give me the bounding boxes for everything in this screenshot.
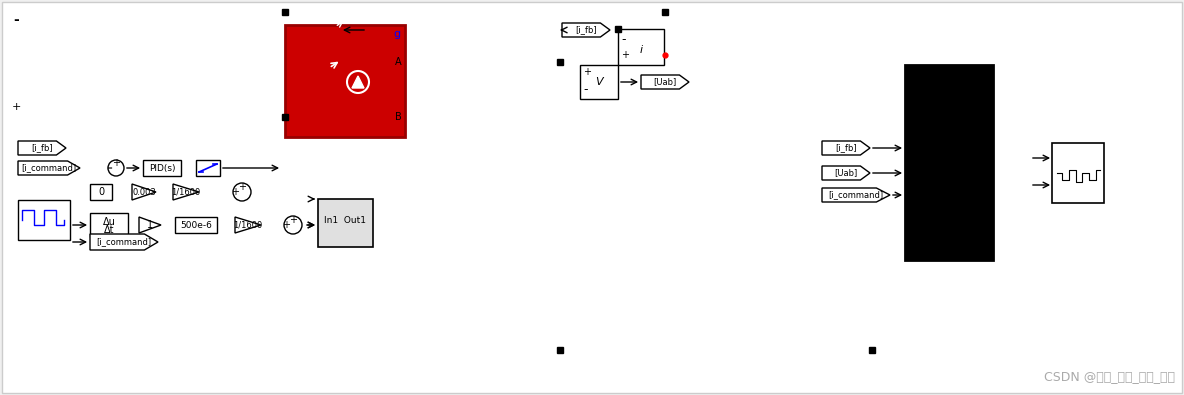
- Text: +: +: [112, 158, 120, 168]
- Text: [i_command]: [i_command]: [96, 237, 152, 246]
- Text: i: i: [639, 45, 643, 55]
- Circle shape: [284, 216, 302, 234]
- Text: [i_command]: [i_command]: [21, 164, 77, 173]
- Text: +: +: [289, 215, 297, 225]
- Text: 1/1600: 1/1600: [233, 220, 263, 229]
- Text: B: B: [395, 112, 403, 122]
- Polygon shape: [234, 217, 260, 233]
- Text: 0: 0: [98, 187, 104, 197]
- FancyBboxPatch shape: [905, 65, 993, 260]
- Text: Δu: Δu: [103, 217, 115, 227]
- Polygon shape: [90, 234, 157, 250]
- Text: [i_fb]: [i_fb]: [575, 26, 597, 34]
- FancyBboxPatch shape: [1053, 143, 1103, 203]
- Text: 500e-6: 500e-6: [180, 220, 212, 229]
- FancyBboxPatch shape: [618, 29, 664, 65]
- Polygon shape: [641, 75, 689, 89]
- Text: [Uab]: [Uab]: [835, 169, 857, 177]
- Text: [i_command]: [i_command]: [829, 190, 883, 199]
- Circle shape: [108, 160, 124, 176]
- Polygon shape: [822, 188, 890, 202]
- FancyBboxPatch shape: [90, 184, 112, 200]
- FancyBboxPatch shape: [143, 160, 181, 176]
- Text: -: -: [583, 83, 587, 96]
- Polygon shape: [18, 161, 81, 175]
- Text: 0.003: 0.003: [133, 188, 156, 196]
- Text: PID(s): PID(s): [149, 164, 175, 173]
- Polygon shape: [139, 217, 161, 233]
- FancyBboxPatch shape: [580, 65, 618, 99]
- Text: Δt: Δt: [104, 225, 114, 235]
- Text: +: +: [620, 50, 629, 60]
- FancyBboxPatch shape: [18, 200, 70, 240]
- Polygon shape: [18, 141, 66, 155]
- Polygon shape: [822, 141, 870, 155]
- FancyBboxPatch shape: [197, 160, 220, 176]
- Text: In1  Out1: In1 Out1: [324, 216, 366, 224]
- Polygon shape: [173, 184, 199, 200]
- Polygon shape: [131, 184, 156, 200]
- FancyBboxPatch shape: [90, 213, 128, 237]
- Polygon shape: [352, 76, 363, 88]
- Text: 1: 1: [147, 220, 153, 230]
- Text: +: +: [583, 67, 591, 77]
- Text: +: +: [282, 220, 290, 230]
- Text: [i_fb]: [i_fb]: [31, 143, 53, 152]
- Text: -: -: [620, 34, 625, 47]
- Text: 1/1600: 1/1600: [172, 188, 200, 196]
- Text: [Uab]: [Uab]: [654, 77, 676, 87]
- Polygon shape: [822, 166, 870, 180]
- Text: -: -: [13, 13, 19, 27]
- Text: V: V: [596, 77, 603, 87]
- FancyBboxPatch shape: [285, 25, 405, 137]
- Text: g: g: [393, 29, 400, 39]
- Circle shape: [233, 183, 251, 201]
- Polygon shape: [562, 23, 610, 37]
- FancyBboxPatch shape: [318, 199, 373, 247]
- Text: A: A: [395, 57, 403, 67]
- Text: +: +: [12, 102, 20, 112]
- Text: [i_fb]: [i_fb]: [835, 143, 857, 152]
- Text: +: +: [238, 182, 246, 192]
- FancyBboxPatch shape: [175, 217, 217, 233]
- Text: +: +: [231, 187, 239, 197]
- Text: =: =: [107, 165, 112, 171]
- Text: CSDN @模拟_数字_动率_信号: CSDN @模拟_数字_动率_信号: [1044, 370, 1175, 383]
